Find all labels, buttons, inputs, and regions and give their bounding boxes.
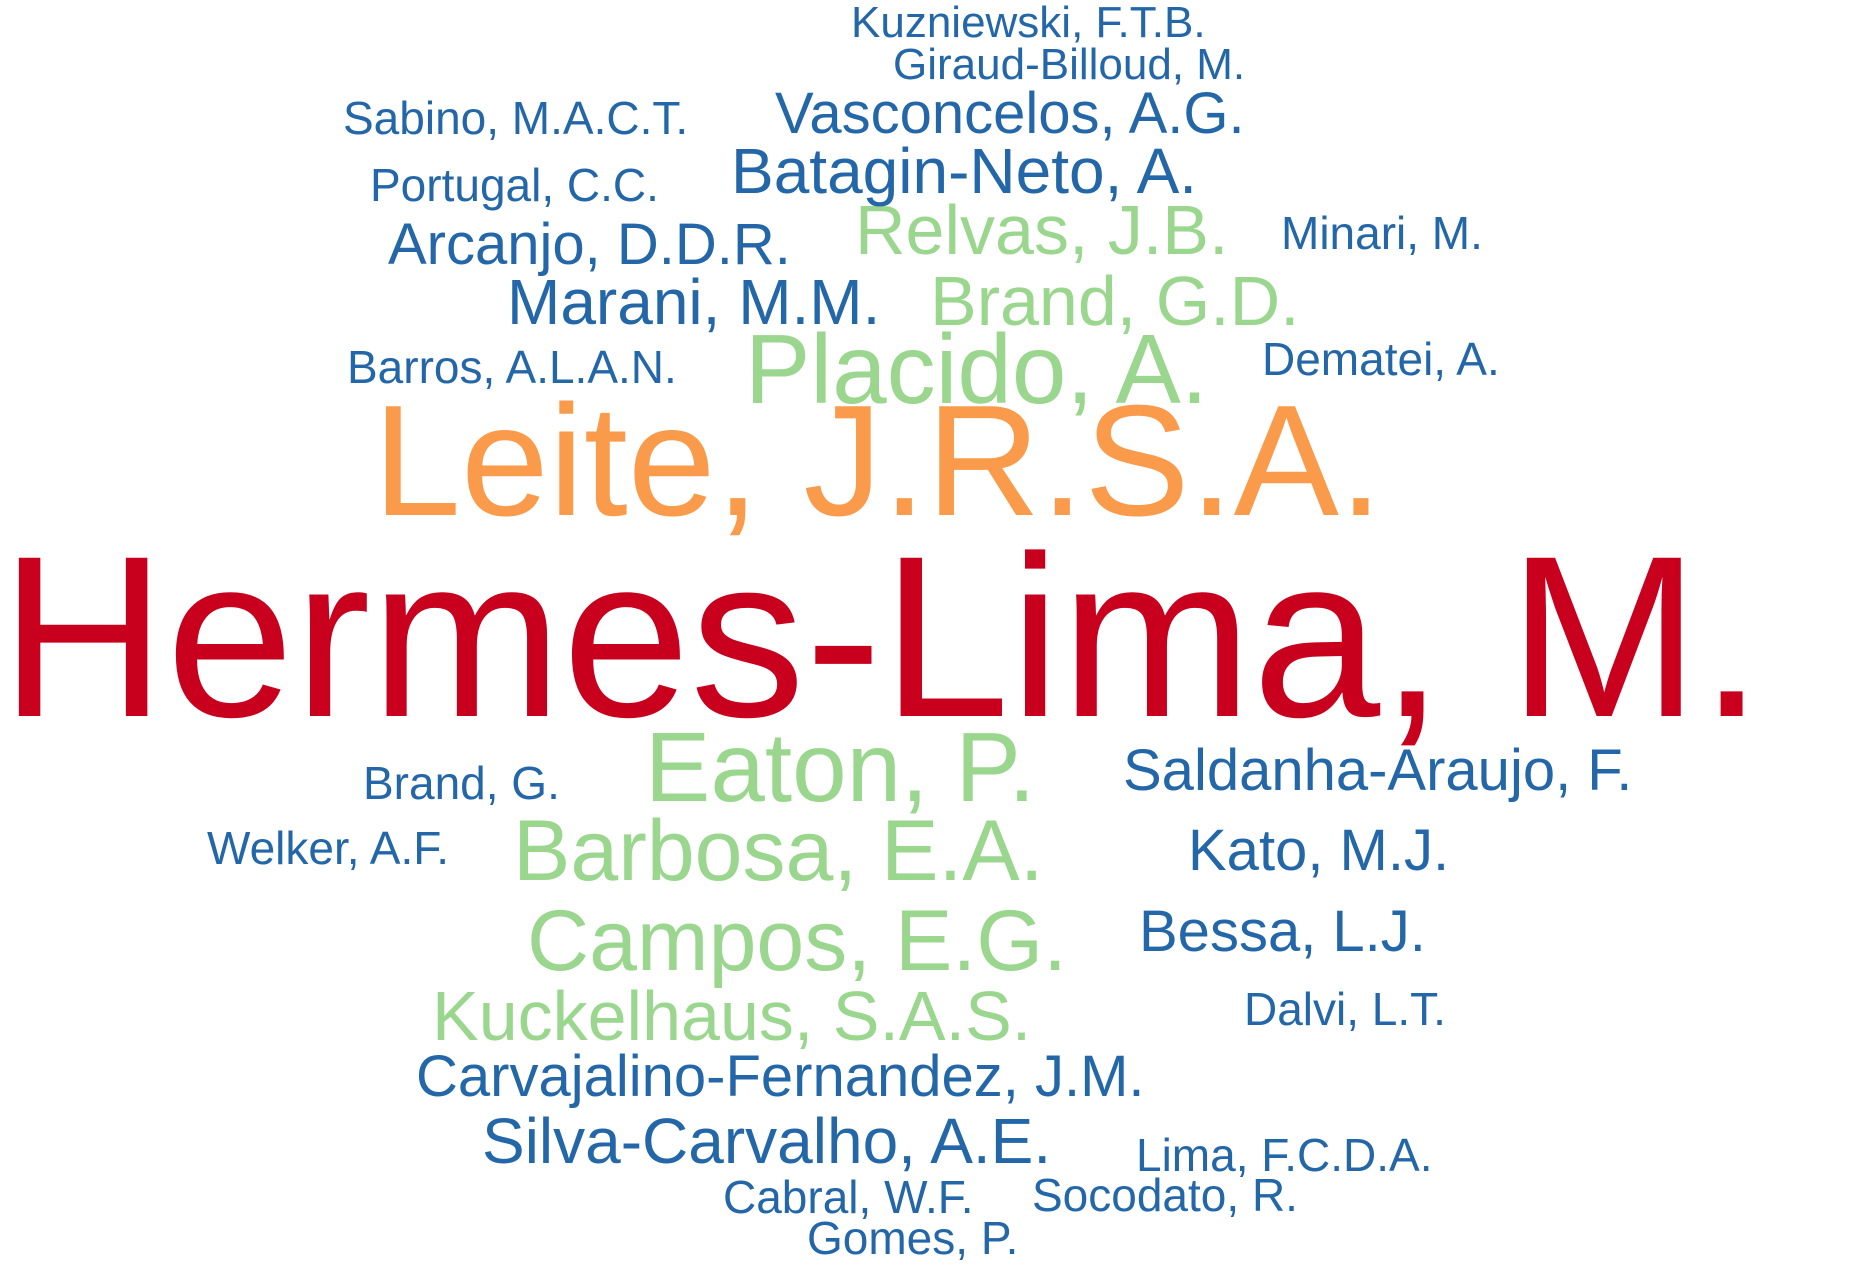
word-campos: Campos, E.G. (527, 893, 1068, 989)
word-brand-g: Brand, G. (363, 757, 560, 809)
word-saldanha-araujo: Saldanha-Araujo, F. (1123, 738, 1633, 803)
word-brand-gd: Brand, G.D. (930, 262, 1300, 340)
word-kuzniewski: Kuzniewski, F.T.B. (851, 0, 1206, 47)
word-batagin-neto: Batagin-Neto, A. (731, 135, 1198, 207)
word-cabral: Cabral, W.F. (723, 1171, 974, 1223)
word-gomes: Gomes, P. (807, 1212, 1019, 1264)
word-kuckelhaus: Kuckelhaus, S.A.S. (432, 977, 1032, 1055)
word-eaton: Eaton, P. (645, 712, 1036, 822)
word-barros: Barros, A.L.A.N. (347, 341, 677, 393)
word-dematei: Dematei, A. (1262, 333, 1500, 385)
word-arcanjo: Arcanjo, D.D.R. (388, 212, 791, 277)
word-portugal: Portugal, C.C. (370, 159, 659, 211)
word-leite: Leite, J.R.S.A. (373, 373, 1383, 549)
word-hermes-lima: Hermes-Lima, M. (0, 508, 1764, 765)
word-barbosa: Barbosa, E.A. (513, 803, 1044, 899)
word-lima-fcda: Lima, F.C.D.A. (1136, 1129, 1433, 1181)
word-placido: Placido, A. (745, 314, 1209, 424)
word-sabino: Sabino, M.A.C.T. (343, 92, 689, 144)
word-marani: Marani, M.M. (507, 266, 881, 338)
word-giraud-billoud: Giraud-Billoud, M. (893, 40, 1246, 89)
word-relvas: Relvas, J.B. (855, 191, 1229, 269)
word-welker: Welker, A.F. (207, 822, 450, 874)
word-socodato: Socodato, R. (1032, 1169, 1298, 1221)
word-bessa: Bessa, L.J. (1139, 899, 1426, 964)
word-silva-carvalho: Silva-Carvalho, A.E. (482, 1105, 1052, 1177)
word-minari: Minari, M. (1281, 207, 1483, 259)
word-vasconcelos: Vasconcelos, A.G. (775, 81, 1245, 146)
word-kato: Kato, M.J. (1188, 818, 1450, 883)
word-carvajalino-fernandez: Carvajalino-Fernandez, J.M. (416, 1044, 1145, 1109)
word-dalvi: Dalvi, L.T. (1244, 983, 1446, 1035)
